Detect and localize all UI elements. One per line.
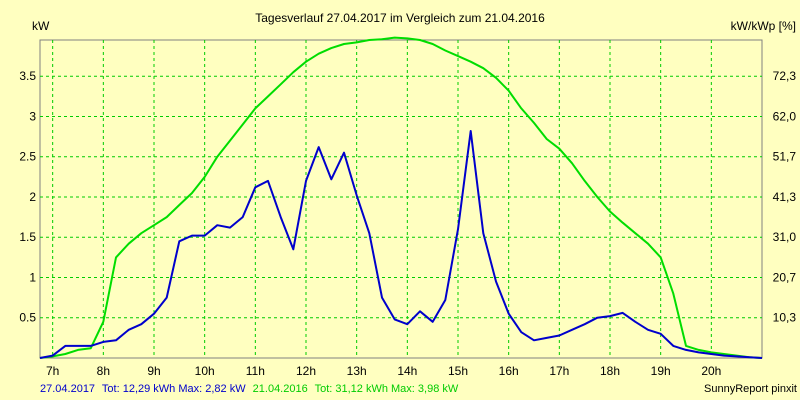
x-tick-label: 20h	[701, 364, 721, 378]
x-tick-label: 15h	[448, 364, 468, 378]
series-line-1	[39, 130, 763, 359]
footer-series1-date: 27.04.2017	[40, 383, 95, 395]
footer-series1-stats: Tot: 12,29 kWh Max: 2,82 kW	[102, 383, 246, 395]
y-tick-label: 2	[29, 190, 36, 204]
x-tick-label: 19h	[651, 364, 671, 378]
x-tick-label: 18h	[600, 364, 620, 378]
x-tick-label: 11h	[246, 364, 265, 378]
series-lines	[39, 36, 763, 359]
y2-tick-label: 10,3	[773, 311, 797, 325]
chart-title: Tagesverlauf 27.04.2017 im Vergleich zum…	[255, 11, 545, 25]
x-tick-label: 13h	[347, 364, 367, 378]
footer-series2-date: 21.04.2016	[253, 383, 308, 395]
y2-tick-label: 72,3	[773, 69, 797, 83]
x-tick-labels: 7h 8h 9h 10h 11h 12h 13h 14h 15h 16h 17h 18h 19h 20h	[46, 364, 721, 378]
grid	[40, 40, 762, 358]
y-tick-label: 0.5	[19, 311, 36, 325]
y-tick-labels: 0.5 1 1.5 2 2.5 3 3.5	[19, 69, 36, 325]
x-tick-label: 17h	[549, 364, 569, 378]
x-tick-label: 9h	[147, 364, 160, 378]
y-tick-label: 3.5	[19, 69, 36, 83]
footer-credit: SunnyReport pinxit	[704, 383, 797, 395]
y-tick-label: 3	[29, 109, 36, 123]
footer-summary: 27.04.2017 Tot: 12,29 kWh Max: 2,82 kW 2…	[40, 383, 459, 395]
y-tick-label: 1.5	[19, 230, 36, 244]
x-tick-label: 14h	[397, 364, 417, 378]
y2-tick-label: 51,7	[773, 150, 797, 164]
series-line-2	[39, 36, 763, 359]
y-tick-label: 1	[29, 270, 36, 284]
x-tick-label: 10h	[195, 364, 215, 378]
footer-series2-stats: Tot: 31,12 kWh Max: 3,98 kW	[315, 383, 459, 395]
x-tick-label: 12h	[296, 364, 316, 378]
y-tick-label: 2.5	[19, 150, 36, 164]
y2-tick-label: 41,3	[773, 190, 797, 204]
y2-tick-labels: 10,3 20,7 31,0 41,3 51,7 62,0 72,3	[773, 69, 797, 325]
x-tick-label: 8h	[97, 364, 110, 378]
y2-tick-label: 62,0	[773, 109, 797, 123]
y2-tick-label: 31,0	[773, 230, 797, 244]
plot-area	[39, 39, 763, 359]
y-axis-left-label: kW	[32, 19, 50, 33]
y2-tick-label: 20,7	[773, 270, 797, 284]
y-axis-right-label: kW/kWp [%]	[731, 19, 796, 33]
x-tick-label: 16h	[499, 364, 519, 378]
x-tick-label: 7h	[46, 364, 59, 378]
